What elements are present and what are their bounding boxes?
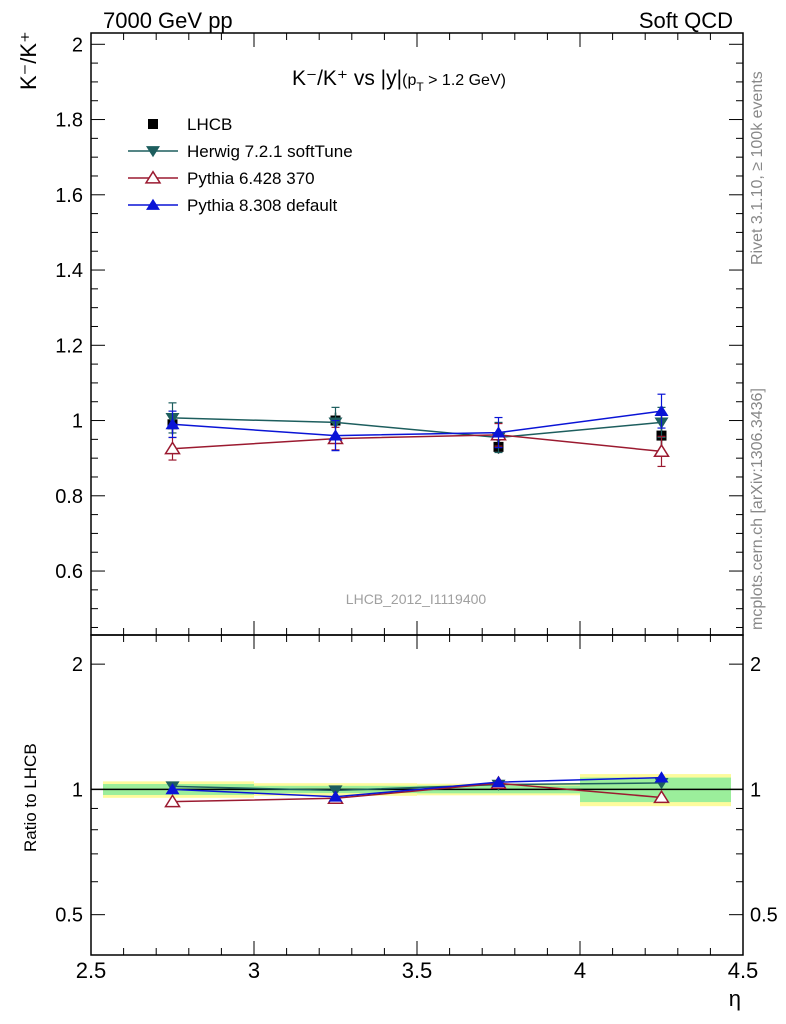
x-axis-label: η xyxy=(729,986,741,1011)
series-line-ratio-2 xyxy=(172,776,662,798)
legend-marker-2 xyxy=(146,198,160,210)
series-marker-ratio-2 xyxy=(491,775,506,788)
mcplots-label: mcplots.cern.ch [arXiv:1306.3436] xyxy=(749,388,766,630)
chart-title-cut-rest: > 1.2 GeV) xyxy=(424,72,506,89)
x-tick-label: 3.5 xyxy=(402,958,433,983)
header-left: 7000 GeV pp xyxy=(103,8,233,33)
series-marker-main-1 xyxy=(164,441,181,455)
legend-label-lhcb: LHCB xyxy=(187,115,232,134)
legend-marker-1 xyxy=(144,170,162,184)
series-marker-main-2 xyxy=(491,426,506,438)
y-tick-label-ratio-right: 2 xyxy=(750,654,761,676)
series-marker-main-2 xyxy=(165,418,180,430)
y-tick-label-main: 0.6 xyxy=(55,561,83,583)
legend-label-1: Pythia 6.428 370 xyxy=(187,169,315,188)
chart-title: K⁻/K⁺ vs |y|(pT > 1.2 GeV) xyxy=(292,67,506,94)
y-axis-label-main: K⁻/K⁺ xyxy=(16,31,41,90)
legend-label-0: Herwig 7.2.1 softTune xyxy=(187,142,353,161)
chart-title-main: K⁻/K⁺ vs |y| xyxy=(292,67,402,90)
y-tick-label-main: 1 xyxy=(72,411,83,433)
axis-ticks: 2.5 3 3.5 4 4.5 0.6 0.8 1 1.2 1.4 1.6 1.8 2 0.5 0.5 1 1 2… xyxy=(55,33,778,983)
chart-title-cut: (p xyxy=(402,72,416,89)
legend: LHCB Herwig 7.2.1 softTune Pythia 6.428 37… xyxy=(128,115,353,215)
y-tick-label-ratio-right: 1 xyxy=(750,779,761,801)
y-tick-label-main: 1.2 xyxy=(55,335,83,357)
series-line-ratio-0 xyxy=(172,782,662,792)
series-marker-ratio-1 xyxy=(653,789,670,804)
series-line-ratio-1 xyxy=(172,782,662,803)
y-tick-label-main: 1.4 xyxy=(55,260,83,282)
y-tick-label-ratio-left: 0.5 xyxy=(55,905,83,927)
x-tick-label: 4.5 xyxy=(728,958,759,983)
y-tick-label-ratio-left: 1 xyxy=(72,779,83,801)
series-layer xyxy=(164,393,670,808)
series-marker-ratio-1 xyxy=(164,793,181,808)
series-line-main-1 xyxy=(172,434,662,453)
y-tick-label-main: 0.8 xyxy=(55,486,83,508)
y-tick-label-ratio-right: 0.5 xyxy=(750,905,778,927)
legend-marker-0 xyxy=(146,146,160,158)
series-marker-main-2 xyxy=(654,404,669,417)
series-marker-ratio-2 xyxy=(165,783,180,795)
legend-marker-lhcb xyxy=(148,119,158,129)
y-tick-label-main: 1.6 xyxy=(55,185,83,207)
chart-title-cut-sub: T xyxy=(416,80,424,94)
y-tick-label-ratio-left: 2 xyxy=(72,654,83,676)
x-tick-label: 3 xyxy=(248,958,260,983)
series-marker-main-1 xyxy=(653,443,670,458)
analysis-watermark: LHCB_2012_I1119400 xyxy=(346,591,487,607)
series-marker-ratio-2 xyxy=(654,771,669,783)
y-tick-label-main: 2 xyxy=(72,34,83,56)
x-tick-label: 2.5 xyxy=(76,958,107,983)
series-marker-main-2 xyxy=(328,429,343,441)
y-axis-label-ratio: Ratio to LHCB xyxy=(21,743,40,852)
rivet-label: Rivet 3.1.10, ≥ 100k events xyxy=(749,71,766,265)
y-tick-label-main: 1.8 xyxy=(55,110,83,132)
x-tick-label: 4 xyxy=(574,958,586,983)
series-line-main-0 xyxy=(172,417,662,439)
header-right: Soft QCD xyxy=(639,8,733,33)
series-marker-ratio-2 xyxy=(328,790,343,802)
series-line-main-2 xyxy=(172,410,662,437)
legend-label-2: Pythia 8.308 default xyxy=(187,196,338,215)
